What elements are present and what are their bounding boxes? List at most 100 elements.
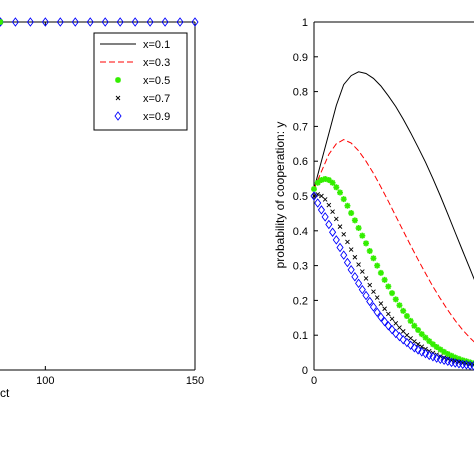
right-series-x-0-5-point (403, 313, 410, 320)
right-y-tick-label: 0.9 (293, 52, 308, 64)
right-y-tick-label: 1 (302, 17, 308, 29)
legend-entry-x-0-1-label: x=0.1 (143, 39, 170, 51)
legend-entry-x-0-5-swatch (115, 77, 121, 83)
right-series-x-0-9-point (429, 352, 437, 362)
right-series-x-0-7-point (389, 316, 395, 322)
right-series-x-0-5-point (374, 262, 381, 269)
right-series-x-0-7-point (345, 239, 350, 245)
right-series-x-0-9-point (425, 350, 433, 361)
right-series-x-0-5-point (366, 247, 373, 254)
right-series-x-0-7-point (393, 321, 399, 326)
right-series-x-0-5-point (455, 355, 462, 362)
right-series-x-0-7-point (404, 332, 410, 338)
left-chart: 100 150 ct x=0.1 x=0.3 x=0.5 x=0.7 x=0.9 (0, 17, 204, 400)
left-series-x-0-9-point (71, 17, 79, 27)
right-series-x-0-9-point (381, 316, 389, 327)
right-series-x-0-9-point (369, 302, 378, 312)
right-series-x-0-5-point (441, 348, 448, 355)
left-series-x-0-9 (0, 17, 199, 27)
left-series-x-0-9-point (41, 17, 49, 27)
right-series-x-0-7-point (386, 311, 391, 317)
left-series-x-0-9-point (191, 17, 199, 27)
right-series-x-0-9-point (366, 296, 374, 307)
right-series-x-0-1-line (313, 71, 474, 280)
right-y-tick-label: 0.5 (293, 191, 308, 203)
left-x-tick-label: 150 (186, 375, 204, 387)
right-series-x-0-7-point (374, 295, 380, 300)
right-series-x-0-5-point (318, 176, 325, 183)
right-series-x-0-7-point (330, 209, 335, 214)
left-series-x-0-9-point (11, 17, 19, 27)
right-series-x-0-9-point (418, 347, 426, 357)
right-series-x-0-5-point (467, 359, 474, 366)
right-series-x-0-5-point (418, 331, 425, 338)
right-series-x-0-9-point (377, 312, 385, 322)
right-series-x-0-9-point (421, 348, 430, 359)
right-series-x-0-9-point (325, 219, 333, 230)
legend-entry-x-0-7-swatch (115, 95, 121, 101)
right-series-x-0-7-point (363, 276, 369, 281)
right-series-x-0-9-point (351, 271, 359, 282)
left-tick-labels: 100 150 (36, 375, 204, 387)
right-series-x-0-5-point (348, 210, 355, 217)
right-y-tick-label: 0.4 (293, 226, 308, 238)
right-y-tick-label: 0.3 (293, 261, 308, 273)
left-series-x-0-9-point (101, 17, 109, 27)
right-series-x-0-7-point (341, 231, 347, 237)
right-series-x-0-7-point (326, 202, 332, 208)
right-series-x-0-5-point (396, 302, 403, 309)
legend-box (93, 32, 188, 131)
right-series-x-0-5-point (351, 217, 358, 224)
right-y-tick-label: 0.1 (293, 330, 308, 342)
right-series-x-0-5-point (322, 175, 329, 182)
right-series-x-0-9-point (332, 235, 340, 245)
right-series (310, 71, 474, 371)
right-series-x-0-9 (310, 191, 474, 371)
right-series-x-0-5-point (340, 196, 347, 203)
left-series-x-0-9-point (161, 17, 169, 27)
right-series-x-0-5-point (422, 334, 429, 341)
right-series-x-0-5-point (370, 255, 377, 262)
right-series-x-0-9-point (362, 290, 370, 301)
right-series-x-0-5-point (314, 179, 321, 186)
right-series-x-0-7-point (356, 262, 361, 267)
right-series-x-0-7-point (319, 193, 324, 199)
right-series-x-0-5-point (452, 354, 459, 361)
right-series-x-0-9-point (340, 250, 348, 260)
legend-entry-x-0-7: x=0.7 (115, 93, 170, 105)
right-series-x-0-5-point (377, 269, 384, 276)
legend-entry-x-0-9-swatch (114, 111, 122, 121)
left-series-x-0-9-point (86, 17, 94, 27)
left-series-x-0-9-point (176, 17, 184, 27)
right-series-x-0-5-point (325, 176, 332, 183)
right-series-x-0-9-point (373, 307, 381, 317)
right-series-x-0-5-point (415, 326, 422, 333)
right-series-x-0-5-point (337, 189, 344, 196)
right-series-x-0-9-point (358, 284, 366, 295)
right-series-x-0-9-point (321, 212, 329, 222)
right-series-x-0-7-point (337, 224, 343, 229)
right-series-x-0-5-point (311, 186, 317, 193)
legend-entry-x-0-9: x=0.9 (114, 111, 170, 123)
right-series-x-0-7-point (400, 329, 406, 334)
right-series-x-0-5-point (444, 350, 451, 357)
right-series-x-0-3-line (313, 139, 474, 343)
legend-entry-x-0-7-label: x=0.7 (143, 93, 170, 105)
left-series (0, 17, 199, 27)
right-series-x-0-7-point (415, 341, 421, 347)
left-x-tick-label: 100 (36, 375, 54, 387)
right-series-x-0-7-point (311, 193, 317, 199)
right-series-x-0-5-point (363, 240, 370, 247)
left-series-x-0-5-point (0, 19, 4, 25)
left-series-x-0-9-point (26, 17, 34, 27)
right-series-x-0-7-point (412, 339, 417, 344)
right-series-x-0-5-point (426, 338, 433, 345)
right-series-x-0-5-point (329, 179, 336, 186)
right-series-x-0-7-point (333, 216, 339, 222)
right-series-x-0-5-point (355, 225, 362, 232)
right-series-x-0-5-point (411, 322, 418, 329)
right-series-x-0-7-point (371, 289, 376, 295)
right-series-x-0-9-point (355, 278, 363, 289)
right-series-x-0-9-point (410, 342, 418, 353)
right-series-x-0-5-point (359, 232, 366, 239)
